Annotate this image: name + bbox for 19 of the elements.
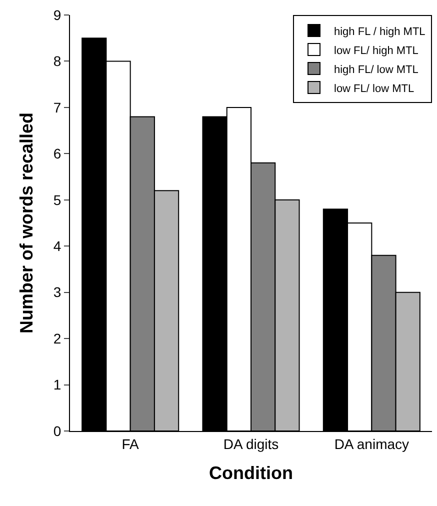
y-tick-label: 0	[53, 422, 62, 439]
legend-label: high FL / high MTL	[334, 26, 426, 38]
y-tick-label: 6	[53, 146, 62, 162]
x-tick-label: DA animacy	[334, 436, 410, 452]
y-tick-label: 4	[53, 238, 62, 254]
y-tick-label: 9	[53, 6, 62, 23]
legend-label: high FL/ low MTL	[334, 64, 418, 76]
x-axis-title: Condition	[209, 462, 293, 483]
legend-label: low FL/ low MTL	[334, 82, 414, 95]
y-tick-label: 2	[53, 330, 62, 346]
y-axis-title: Number of words recalled	[16, 112, 37, 334]
legend-label: low FL/ high MTL	[334, 44, 418, 57]
y-tick-label: 8	[53, 53, 62, 70]
x-tick-label: DA digits	[223, 436, 279, 452]
y-tick-label: 7	[53, 99, 62, 116]
y-tick-label: 5	[53, 192, 62, 208]
x-tick-label: FA	[122, 436, 140, 452]
y-tick-label: 3	[53, 284, 62, 300]
y-tick-label: 1	[53, 376, 62, 393]
